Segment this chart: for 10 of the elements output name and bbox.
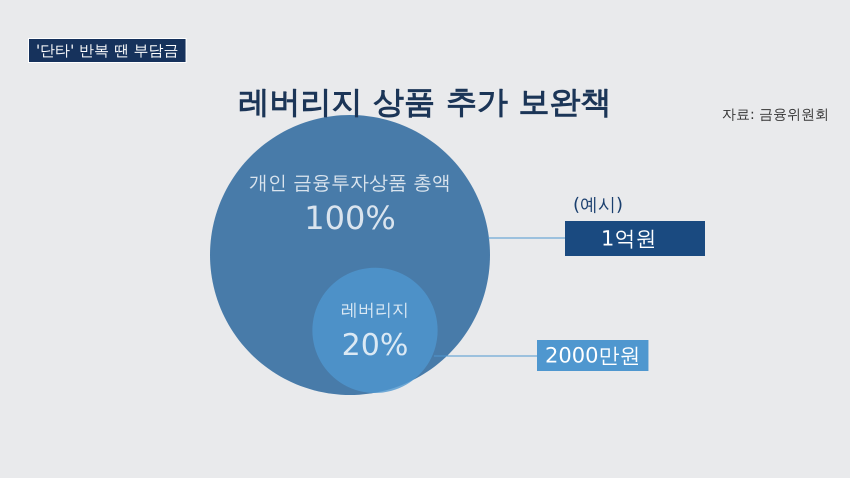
- data-label: 20%: [342, 328, 408, 363]
- text: 레버리지 상품 추가 보완책: [238, 84, 612, 120]
- text: (예시): [573, 194, 624, 216]
- text: 2000만원: [545, 344, 640, 368]
- text: 1억원: [601, 226, 656, 250]
- text: '단타' 반복 땐 부담금: [36, 42, 179, 60]
- text: 자료: 금융위원회: [722, 107, 830, 123]
- category-label: 레버리지: [341, 300, 409, 320]
- category-label: 개인 금융투자상품 총액: [248, 172, 452, 194]
- data-label: 100%: [304, 199, 396, 237]
